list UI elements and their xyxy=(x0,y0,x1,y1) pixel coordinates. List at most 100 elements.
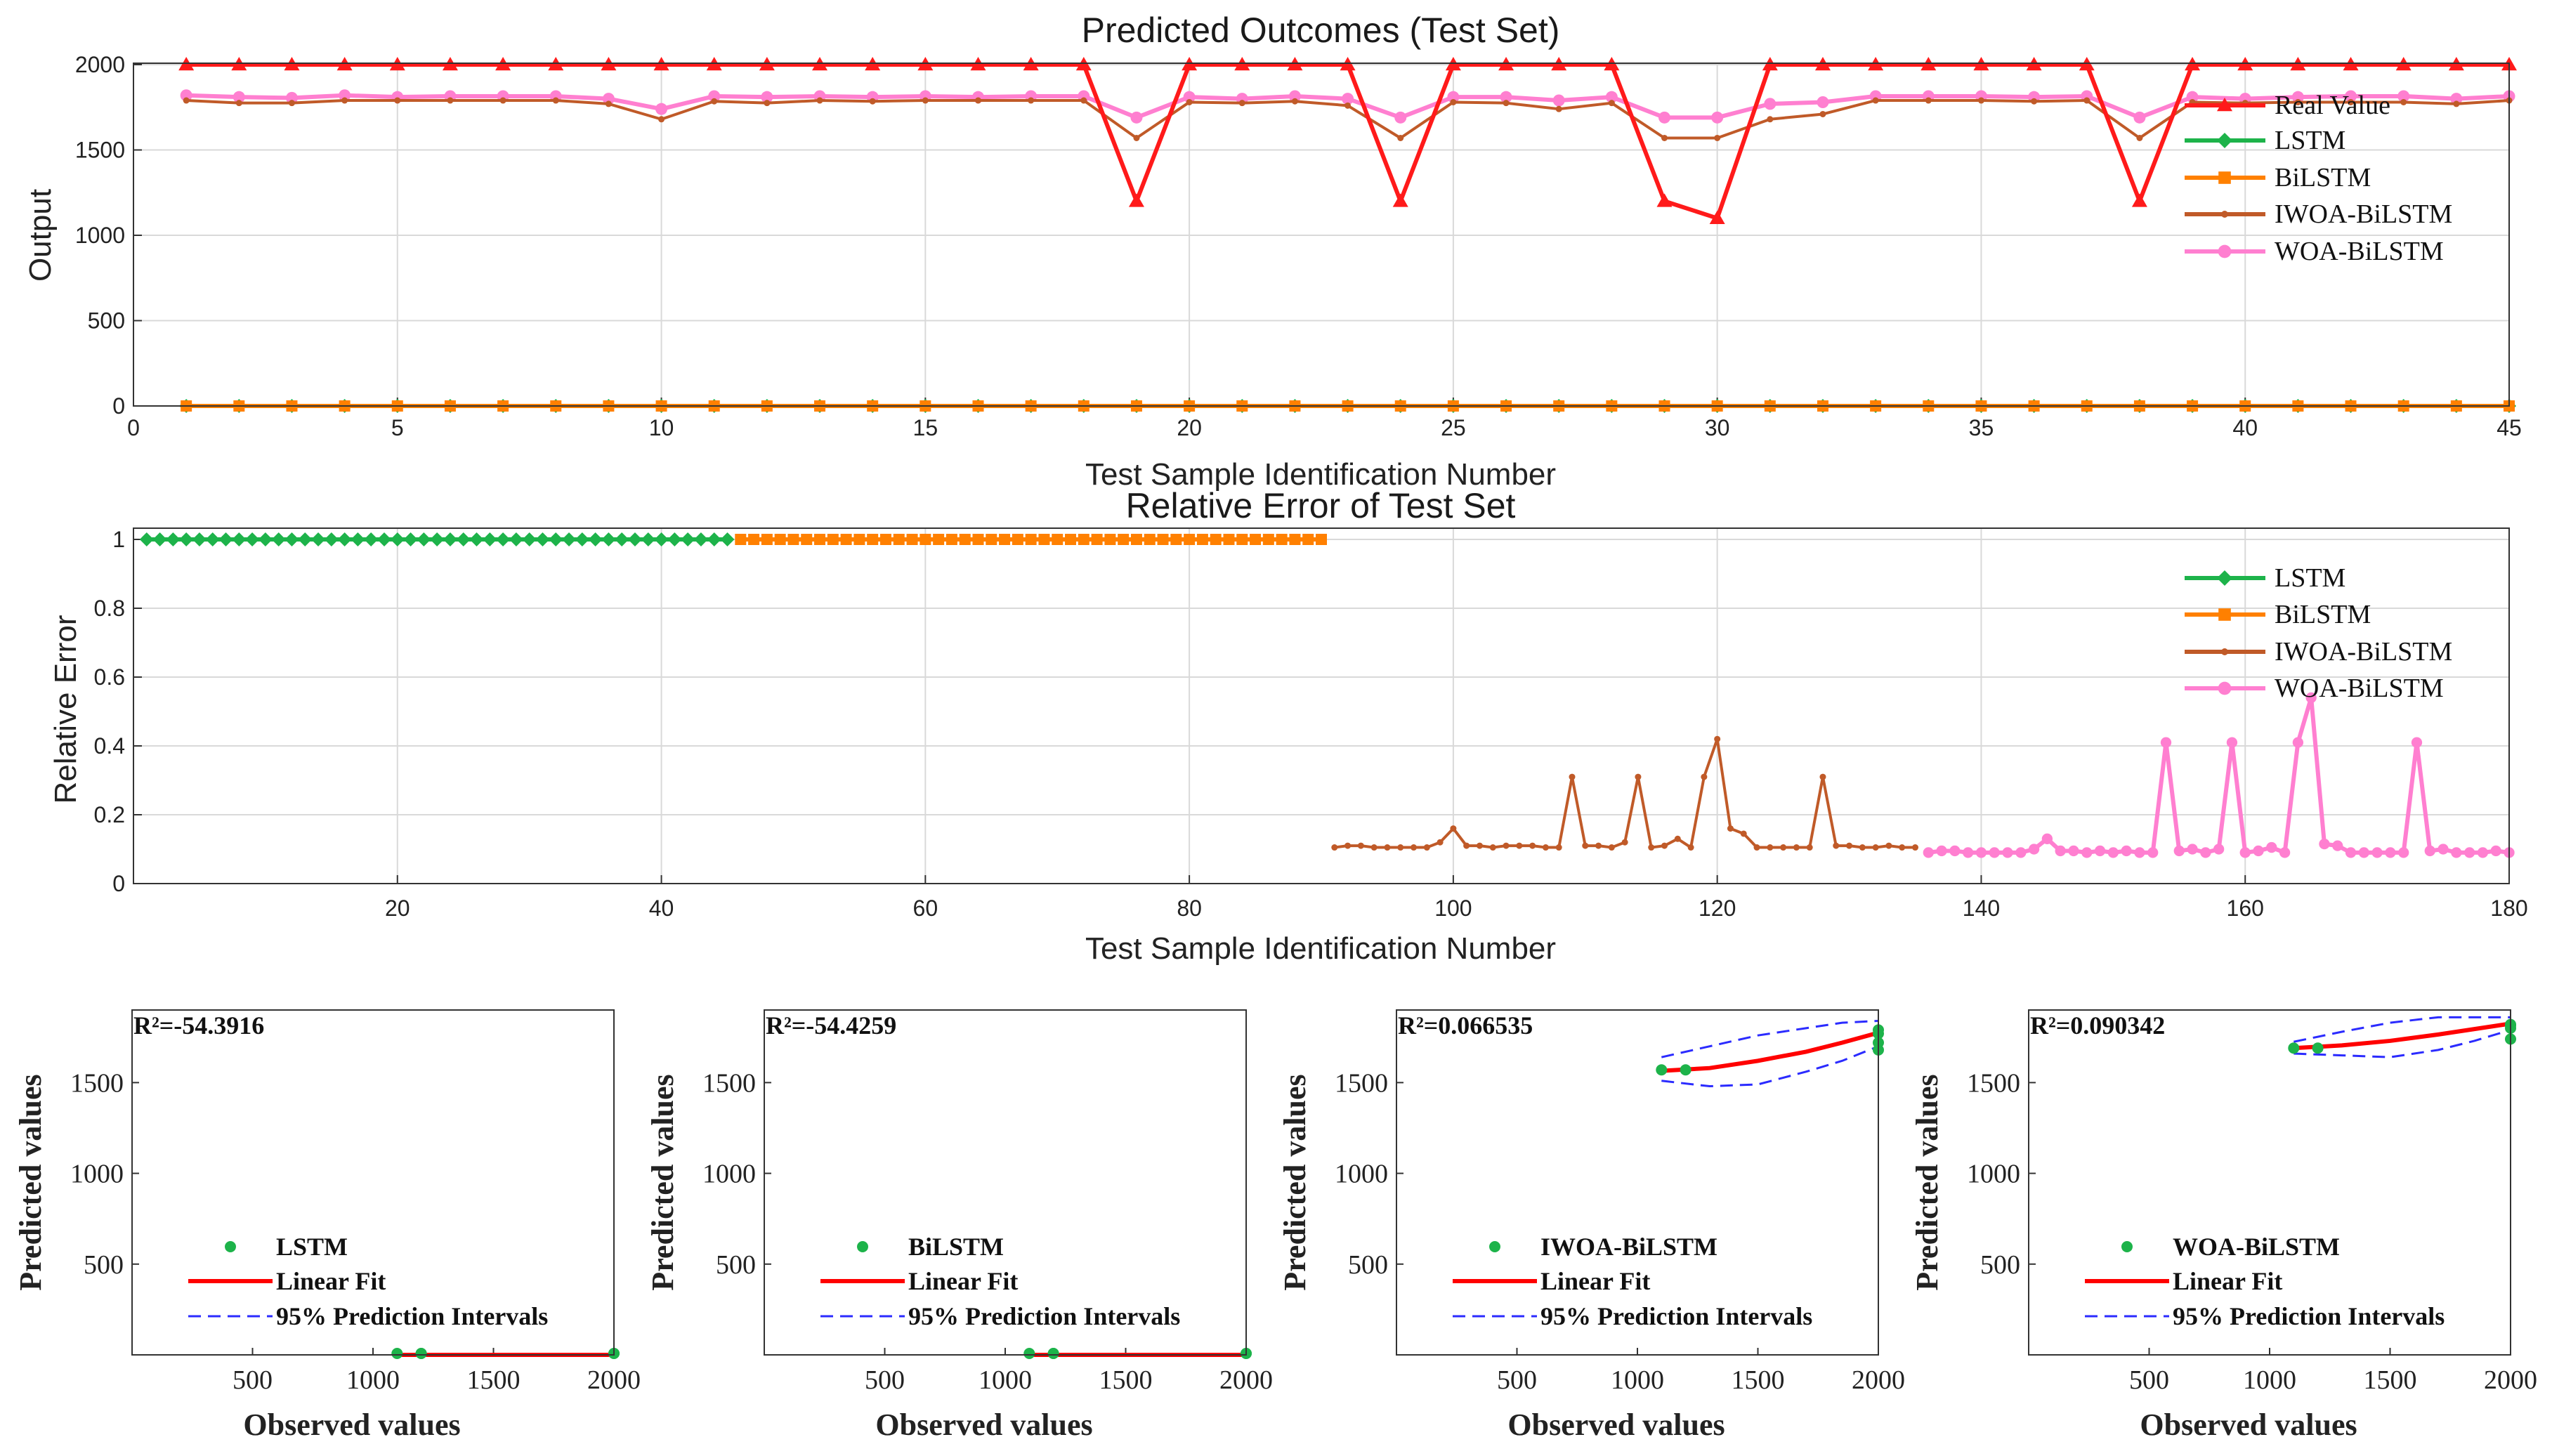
y-tick-label: 1500 xyxy=(1335,1068,1388,1098)
x-tick-label: 2000 xyxy=(2484,1365,2537,1395)
x-tick-label: 100 xyxy=(1434,896,1472,921)
data-point-woa xyxy=(339,89,351,102)
data-point-lstm xyxy=(152,532,167,546)
data-point-woa xyxy=(2239,847,2251,858)
data-point-bilstm xyxy=(1289,534,1301,545)
data-point-woa xyxy=(2490,845,2501,857)
data-point-bilstm xyxy=(1052,534,1064,545)
data-point-iwoa xyxy=(1608,844,1615,851)
data-point-woa xyxy=(2332,840,2343,851)
y-tick-label: 0.8 xyxy=(94,596,125,621)
regression-iwoa-y-label: Predicted values xyxy=(1278,1074,1312,1290)
r2-value-iwoa-bilstm: R²=0.066535 xyxy=(1398,1011,1533,1039)
data-point-iwoa xyxy=(1476,842,1483,849)
x-tick-label: 120 xyxy=(1699,896,1736,921)
regression-lstm-chart: R²=-54.3916 Observed values Predicted va… xyxy=(13,1009,641,1442)
data-point-iwoa xyxy=(1885,842,1892,849)
data-point-lstm xyxy=(218,532,233,546)
legend2-woa-bilstm-label: WOA-BiLSTM xyxy=(2275,674,2444,703)
regression-bilstm-y-label: Predicted values xyxy=(646,1074,680,1290)
data-point-bilstm xyxy=(986,534,997,545)
data-point-woa xyxy=(1963,847,1974,858)
data-point-iwoa xyxy=(1595,842,1602,849)
data-point-woa xyxy=(2134,847,2145,858)
linear-fit-line xyxy=(1659,1030,1880,1073)
data-point-iwoa xyxy=(1899,844,1906,851)
legend-marker-bilstm xyxy=(2218,171,2231,184)
data-point-woa xyxy=(2291,91,2304,103)
data-point-iwoa xyxy=(1635,773,1642,780)
data-point-iwoa xyxy=(1397,844,1404,851)
data-point-iwoa xyxy=(1437,839,1444,846)
prediction-interval-upper xyxy=(1661,1020,1879,1058)
x-tick-label: 40 xyxy=(2232,415,2258,440)
y-tick-label: 1500 xyxy=(75,138,125,163)
data-point-lstm xyxy=(549,532,563,546)
data-point-real xyxy=(1128,193,1144,207)
data-point-iwoa xyxy=(1661,134,1668,141)
data-point-iwoa xyxy=(288,100,295,107)
data-point-lstm xyxy=(258,532,273,546)
legend-lstm-label: LSTM xyxy=(2275,126,2345,155)
data-point-woa xyxy=(602,93,615,105)
data-point-woa xyxy=(761,91,773,103)
data-point-woa xyxy=(1447,91,1460,103)
data-point-iwoa xyxy=(1674,835,1681,842)
data-point-lstm xyxy=(364,532,379,546)
predicted-axes-box xyxy=(133,63,2510,407)
relerror-chart-title: Relative Error of Test Set xyxy=(1126,486,1516,525)
data-point-woa xyxy=(1605,91,1618,103)
data-point-woa xyxy=(2068,845,2079,857)
data-point-iwoa xyxy=(1028,97,1035,104)
data-point-bilstm xyxy=(1184,534,1196,545)
relerror-ticks: 20 40 60 80 100 120 140 160 180 0 0.2 0.4 0.6 0.8 1 xyxy=(94,527,2528,921)
y-tick-label: 1000 xyxy=(702,1160,756,1189)
data-point-bilstm xyxy=(1012,534,1023,545)
legend-marker-series xyxy=(1489,1241,1500,1252)
x-tick-label: 2000 xyxy=(1219,1365,1273,1395)
data-point-bilstm xyxy=(801,534,813,545)
y-tick-label: 1000 xyxy=(1967,1160,2020,1189)
data-point-lstm xyxy=(298,532,313,546)
data-point-bilstm xyxy=(761,534,773,545)
data-point-iwoa xyxy=(1859,844,1866,851)
data-point-woa xyxy=(1658,111,1671,124)
data-point-woa xyxy=(2424,845,2435,857)
data-point-lstm xyxy=(351,532,365,546)
data-point-bilstm xyxy=(906,534,918,545)
data-point-woa xyxy=(655,103,668,115)
data-point-iwoa xyxy=(1648,844,1655,851)
data-point-bilstm xyxy=(1196,534,1208,545)
data-point-woa xyxy=(1500,91,1512,103)
data-point-iwoa xyxy=(1080,97,1087,104)
data-point-iwoa xyxy=(1423,844,1430,851)
data-point-woa xyxy=(2345,847,2357,858)
data-point-lstm xyxy=(205,532,220,546)
data-point-bilstm xyxy=(1065,534,1077,545)
data-point-woa xyxy=(1394,111,1407,124)
predicted-legend: Real Value LSTM BiLSTM IWOA-BiLSTM WOA-B… xyxy=(2185,91,2452,266)
data-point-bilstm xyxy=(1210,534,1222,545)
x-tick-label: 25 xyxy=(1441,415,1466,440)
data-point-woa xyxy=(1711,111,1724,124)
regression-woa-legend-fit: Linear Fit xyxy=(2173,1267,2282,1295)
data-point-lstm xyxy=(483,532,497,546)
data-point-woa xyxy=(2345,90,2357,103)
regression-axes: 500 1000 1500 2000 500 1000 1500 xyxy=(702,1009,1273,1395)
data-point-bilstm xyxy=(735,534,747,545)
data-point-lstm xyxy=(535,532,550,546)
data-point-lstm xyxy=(192,532,207,546)
data-point-woa xyxy=(2279,847,2291,858)
relerror-x-axis-label: Test Sample Identification Number xyxy=(1085,931,1556,966)
predicted-x-axis-label: Test Sample Identification Number xyxy=(1085,457,1556,492)
data-point-iwoa xyxy=(1555,105,1562,112)
predicted-outcomes-chart: Predicted Outcomes (Test Set) Test Sampl… xyxy=(23,11,2522,492)
regression-woa-legend-interval: 95% Prediction Intervals xyxy=(2173,1302,2445,1330)
x-tick-label: 1000 xyxy=(1611,1365,1664,1395)
data-point-iwoa xyxy=(1727,825,1734,832)
y-tick-label: 1000 xyxy=(1335,1160,1388,1189)
regression-axes-box xyxy=(764,1009,1247,1356)
data-point-woa xyxy=(2186,91,2199,103)
x-tick-label: 140 xyxy=(1963,896,2000,921)
data-point-iwoa xyxy=(2400,98,2407,105)
